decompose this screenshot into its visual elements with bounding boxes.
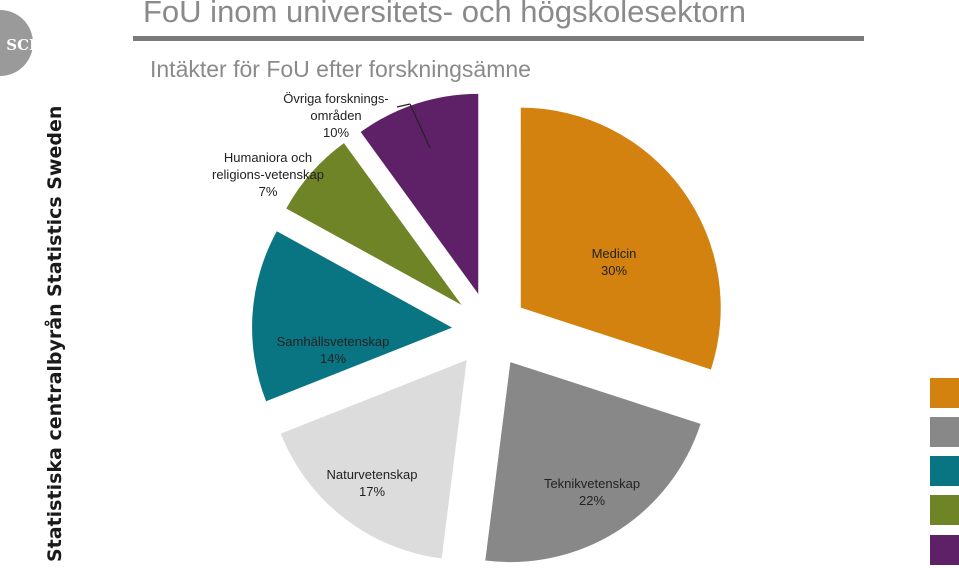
pie-slice-natur [280, 360, 467, 559]
slice-label-samhalle: Samhällsvetenskap 14% [277, 334, 390, 366]
legend-swatch [930, 378, 959, 408]
pie-labels: Medicin 30% Teknikvetenskap 22% Naturvetensk… [212, 91, 640, 508]
sidebar: SCB Statistics Sweden Statistiska centra… [0, 0, 92, 568]
title-divider [133, 36, 864, 41]
slice-label-teknik: Teknikvetenskap 22% [544, 476, 640, 508]
pie-slice-ovriga [360, 93, 479, 294]
pie-slice-humaniora [286, 143, 462, 305]
scb-logo: SCB [0, 0, 60, 86]
chart-subtitle: Intäkter för FoU efter forskningsämne [150, 56, 531, 82]
slice-label-natur: Naturvetenskap 17% [326, 467, 417, 499]
legend-swatch [930, 417, 959, 447]
pie-slices [252, 93, 721, 563]
slice-label-medicin: Medicin 30% [592, 246, 637, 278]
legend-swatch [930, 535, 959, 565]
leader-line-ovriga [396, 103, 411, 108]
legend-swatch [930, 456, 959, 486]
pie-slice-samhalle [252, 231, 453, 402]
slice-label-humaniora: Humaniora och religions-vetenskap 7% [212, 150, 324, 199]
page-title: FoU inom universitets- och högskolesekto… [143, 0, 747, 29]
leader-line-ovriga-2 [409, 103, 431, 149]
pie-slice-teknik [485, 362, 701, 563]
legend-swatch [930, 495, 959, 525]
logo-text: SCB [6, 36, 41, 54]
pie-slice-medicin [520, 107, 721, 370]
slice-label-ovriga: Övriga forsknings-områden 10% [283, 91, 388, 140]
